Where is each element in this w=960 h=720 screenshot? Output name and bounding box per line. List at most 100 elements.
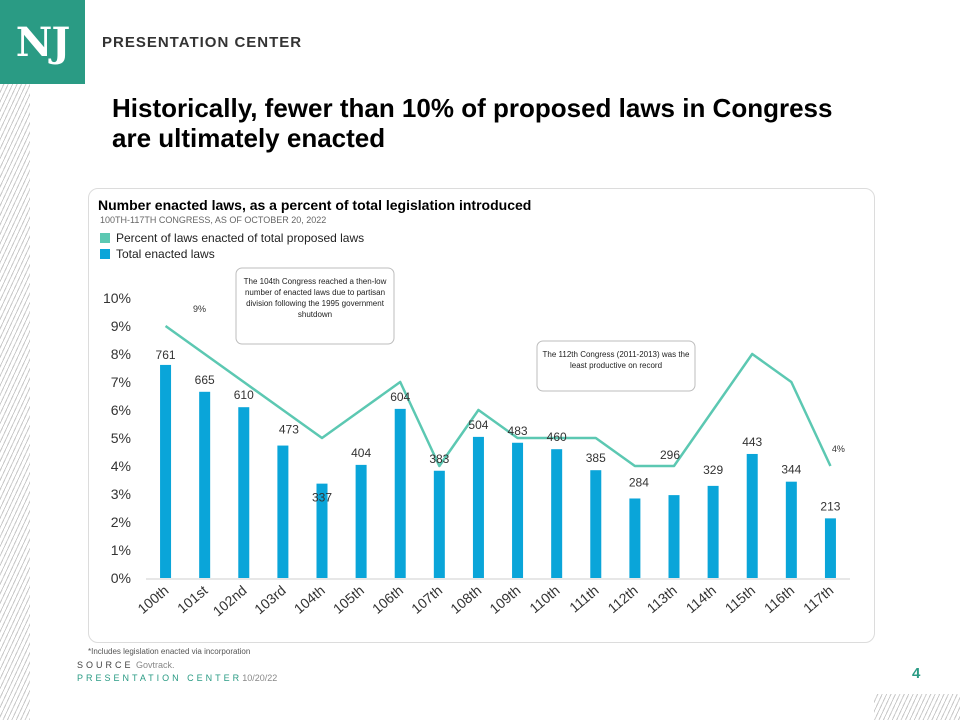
annotation-text-line: least productive on record (570, 361, 662, 370)
x-tick-label: 101st (174, 582, 211, 616)
y-tick-label: 1% (111, 542, 131, 558)
x-tick-label: 100th (134, 582, 171, 617)
bar (824, 518, 836, 578)
bar (394, 408, 406, 578)
y-tick-label: 6% (111, 402, 131, 418)
page-title: Historically, fewer than 10% of proposed… (112, 93, 833, 153)
x-tick-label: 113th (644, 582, 680, 616)
line-value-label: 9% (193, 304, 206, 314)
bar (785, 481, 797, 578)
x-tick-label: 111th (566, 582, 602, 615)
x-tick-label: 108th (447, 582, 484, 617)
bar (512, 442, 524, 578)
line-value-label: 4% (832, 444, 845, 454)
bar-value-label: 761 (156, 348, 176, 362)
x-tick-label: 104th (291, 582, 328, 617)
y-tick-label: 5% (111, 430, 131, 446)
bar-value-label: 483 (508, 424, 528, 438)
annotation-text-line: shutdown (298, 310, 332, 319)
nj-logo: NJ (0, 0, 85, 84)
bar-value-label: 344 (781, 463, 801, 477)
bar-value-label: 383 (429, 452, 449, 466)
x-tick-label: 114th (683, 582, 719, 616)
y-tick-label: 2% (111, 514, 131, 530)
x-tick-label: 117th (800, 582, 836, 616)
bar-value-label: 610 (234, 388, 254, 402)
legend-swatch-total (100, 249, 110, 259)
x-tick-label: 105th (330, 582, 367, 617)
bar (277, 445, 289, 578)
bar-value-label: 504 (468, 418, 488, 432)
bar-value-label: 385 (586, 451, 606, 465)
bar-value-label: 443 (742, 435, 762, 449)
percent-line (164, 324, 832, 468)
bar (433, 470, 445, 578)
bar (238, 407, 250, 578)
x-tick-label: 112th (604, 582, 640, 616)
bar (355, 464, 367, 578)
bar (590, 470, 602, 578)
annotation-text: The 104th Congress reached a then-low num… (244, 277, 387, 319)
bar (707, 485, 719, 578)
bar-value-label: 213 (820, 499, 840, 513)
bar-value-label: 665 (195, 373, 215, 387)
y-tick-label: 4% (111, 458, 131, 474)
bar (160, 364, 172, 578)
legend-item-percent: Percent of laws enacted of total propose… (100, 230, 364, 246)
page-number: 4 (912, 665, 921, 682)
y-tick-label: 3% (111, 486, 131, 502)
source-line: SOURCE Govtrack. (77, 660, 175, 670)
annotation-text-line: number of enacted laws due to partisan (245, 288, 385, 297)
x-tick-label: 110th (526, 582, 562, 616)
bar-value-label: 296 (660, 448, 680, 462)
bar-value-label: 284 (629, 475, 649, 489)
brand-name: PRESENTATION CENTER (102, 34, 303, 51)
left-hatch-decoration (0, 84, 30, 720)
y-tick-label: 9% (111, 318, 131, 334)
source-label: SOURCE (77, 660, 134, 670)
annotation-text-line: The 112th Congress (2011-2013) was the (543, 350, 690, 359)
bottom-right-hatch-decoration (874, 694, 960, 720)
bar (668, 495, 680, 578)
bar-value-label: 604 (390, 390, 410, 404)
x-tick-label: 103rd (251, 582, 289, 617)
logo-text: NJ (15, 18, 70, 66)
bar (472, 436, 484, 578)
bar (746, 453, 758, 578)
legend-swatch-percent (100, 233, 110, 243)
annotation-text: The 112th Congress (2011-2013) was the le… (543, 350, 690, 370)
bar (629, 498, 641, 578)
x-tick-label: 106th (369, 582, 406, 617)
bar-value-label: 329 (703, 463, 723, 477)
legend-item-total: Total enacted laws (100, 246, 364, 262)
annotation-text-line: division following the 1995 government (246, 299, 385, 308)
annotation-text-line: The 104th Congress reached a then-low (244, 277, 387, 286)
presenter-date: 10/20/22 (242, 673, 278, 683)
legend-label-total: Total enacted laws (116, 247, 215, 261)
bar-value-label: 460 (547, 430, 567, 444)
annotation-box (235, 267, 395, 345)
x-tick-label: 109th (486, 582, 523, 617)
x-tick-label: 107th (408, 582, 445, 617)
bar (199, 391, 211, 578)
bar-value-label: 337 (312, 491, 332, 505)
bar (316, 483, 328, 578)
presenter-label: PRESENTATION CENTER (77, 673, 243, 683)
source-value: Govtrack. (136, 660, 175, 670)
bar-value-label: 473 (279, 423, 299, 437)
chart-legend: Percent of laws enacted of total propose… (100, 230, 364, 262)
legend-label-percent: Percent of laws enacted of total propose… (116, 231, 365, 245)
annotation-box (536, 340, 696, 392)
presenter-line: PRESENTATION CENTER10/20/22 (77, 673, 277, 683)
chart-subtitle: 100TH-117TH CONGRESS, AS OF OCTOBER 20, … (100, 215, 327, 225)
x-tick-label: 116th (761, 582, 797, 616)
chart-title: Number enacted laws, as a percent of tot… (98, 197, 532, 213)
y-tick-label: 7% (111, 374, 131, 390)
bar (551, 449, 563, 578)
footnote: *Includes legislation enacted via incorp… (88, 647, 251, 656)
x-tick-label: 102nd (210, 582, 250, 619)
x-tick-label: 115th (722, 582, 758, 616)
y-tick-label: 10% (103, 290, 131, 306)
y-tick-label: 0% (111, 570, 131, 586)
